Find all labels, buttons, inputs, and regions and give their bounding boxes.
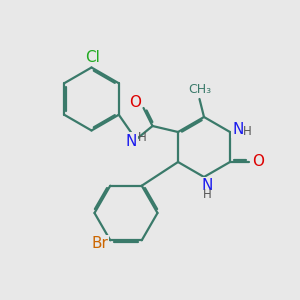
Text: Br: Br	[91, 236, 108, 251]
Text: H: H	[138, 130, 147, 144]
Text: N: N	[233, 122, 244, 136]
Text: N: N	[201, 178, 213, 193]
Text: N: N	[126, 134, 137, 148]
Text: CH₃: CH₃	[188, 83, 211, 96]
Text: O: O	[129, 95, 141, 110]
Text: H: H	[202, 188, 211, 201]
Text: CH₃: CH₃	[186, 83, 210, 96]
Text: Cl: Cl	[85, 50, 100, 64]
Text: O: O	[252, 154, 264, 169]
Text: H: H	[243, 125, 252, 138]
